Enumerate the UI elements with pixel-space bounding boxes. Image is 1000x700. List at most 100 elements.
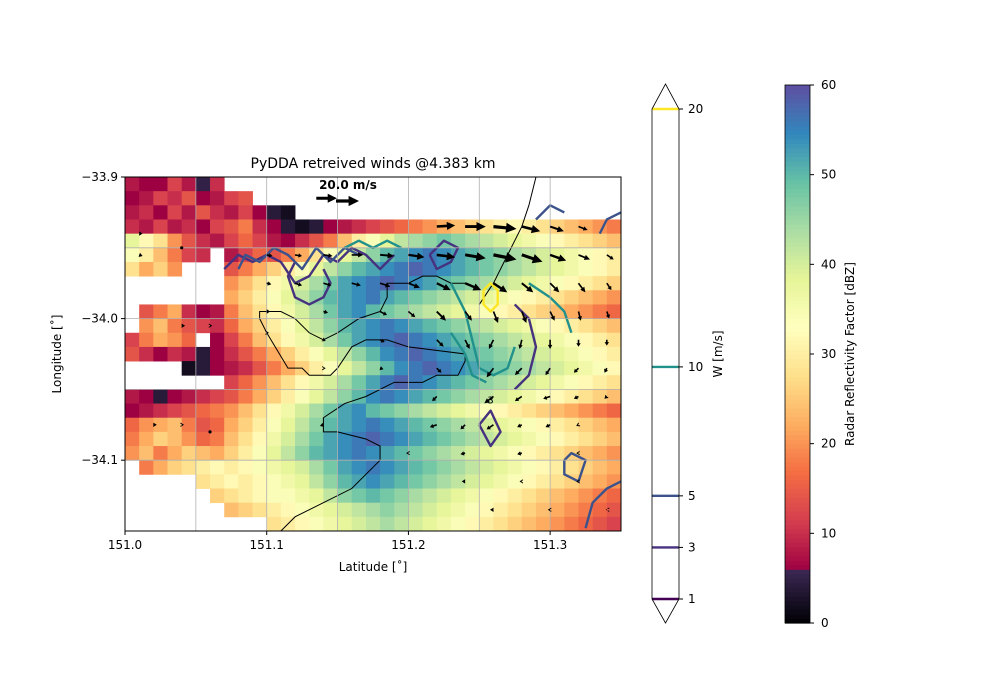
reflectivity-cell	[521, 474, 537, 489]
reflectivity-cell	[280, 389, 296, 404]
reflectivity-cell	[210, 403, 225, 419]
reflectivity-cell	[224, 488, 239, 504]
reflectivity-cell	[606, 403, 621, 419]
reflectivity-cell	[365, 247, 381, 263]
wind-arrow	[461, 479, 466, 484]
reflectivity-cell	[210, 460, 225, 475]
reflectivity-cell	[592, 502, 608, 518]
reflectivity-cell	[139, 247, 154, 263]
reflectivity-colorbar-band	[785, 259, 810, 265]
wind-arrow	[521, 225, 541, 234]
reflectivity-cell	[153, 446, 168, 461]
reflectivity-cell	[295, 290, 310, 305]
reflectivity-cell	[139, 389, 154, 404]
reflectivity-cell	[365, 276, 381, 291]
reflectivity-cell	[323, 346, 338, 362]
reflectivity-cell	[365, 346, 381, 362]
reflectivity-cell	[535, 304, 551, 319]
wind-arrow	[604, 339, 609, 346]
reflectivity-cell	[592, 233, 608, 249]
reflectivity-cell	[351, 276, 367, 291]
reflectivity-cell	[295, 375, 310, 390]
reflectivity-cell	[380, 516, 395, 531]
reflectivity-cell	[309, 460, 324, 475]
reflectivity-cell	[507, 318, 523, 334]
reflectivity-cell	[521, 389, 537, 404]
reflectivity-cell	[521, 488, 537, 504]
reflectivity-cell	[238, 361, 253, 376]
reflectivity-cell	[252, 276, 268, 291]
reflectivity-cell	[323, 431, 338, 447]
reflectivity-cell	[351, 332, 367, 348]
reflectivity-cell	[479, 403, 494, 419]
reflectivity-colorbar-band	[785, 232, 810, 239]
reflectivity-colorbar-band	[785, 165, 810, 171]
reflectivity-cell	[394, 346, 409, 362]
reflectivity-cell	[521, 516, 537, 531]
reflectivity-cell	[493, 488, 509, 504]
reflectivity-cell	[365, 488, 381, 504]
reflectivity-cell	[394, 261, 409, 277]
reflectivity-cell	[337, 375, 353, 390]
reflectivity-cell	[167, 318, 183, 334]
w-colorbar-tick-label: 10	[688, 360, 703, 374]
reflectivity-cell	[521, 290, 537, 305]
reflectivity-cell	[408, 290, 423, 305]
reflectivity-cell	[167, 460, 183, 475]
reflectivity-colorbar: 0 10 20 30 40 50 60	[784, 78, 836, 630]
reflectivity-cell	[295, 247, 310, 263]
reflectivity-cell	[394, 247, 409, 263]
reflectivity-cell	[408, 233, 423, 249]
reflectivity-cell	[252, 346, 268, 362]
reflectivity-cell	[309, 261, 324, 277]
reflectivity-colorbar-band	[785, 111, 810, 117]
reflectivity-cell	[323, 233, 338, 249]
reflectivity-cell	[507, 516, 523, 531]
reflectivity-cell	[195, 431, 211, 447]
reflectivity-colorbar-band	[785, 528, 810, 534]
reflectivity-cell	[309, 431, 324, 447]
reflectivity-cell	[224, 233, 239, 249]
reflectivity-cell	[280, 474, 296, 489]
reflectivity-colorbar-band	[785, 376, 810, 382]
reflectivity-colorbar-band	[785, 560, 810, 566]
reflectivity-cell	[564, 417, 579, 433]
reflectivity-cell	[507, 488, 523, 504]
reflectivity-cell	[535, 346, 551, 362]
reflectivity-cell	[266, 290, 282, 305]
reflectivity-cell	[238, 261, 253, 277]
reflectivity-colorbar-band	[785, 600, 810, 606]
reflectivity-cell	[266, 261, 282, 277]
reflectivity-colorbar-band	[785, 188, 810, 194]
reflectivity-cell	[394, 318, 409, 334]
reflectivity-colorbar-band	[785, 573, 810, 579]
reflectivity-cell	[422, 219, 438, 235]
reflectivity-cell	[309, 474, 324, 489]
reflectivity-cell	[252, 389, 268, 404]
reflectivity-cell	[266, 403, 282, 419]
wind-arrow	[577, 282, 586, 293]
reflectivity-cell	[479, 261, 494, 277]
reflectivity-colorbar-band	[785, 215, 810, 221]
reflectivity-cell	[139, 205, 154, 220]
reflectivity-cell	[592, 247, 608, 263]
reflectivity-cell	[408, 276, 423, 291]
reflectivity-cell	[337, 460, 353, 475]
reflectivity-cell	[507, 502, 523, 518]
reflectivity-cell	[153, 233, 168, 249]
reflectivity-cell	[224, 332, 239, 348]
wind-arrow	[521, 253, 543, 264]
wind-arrow	[486, 367, 495, 378]
reflectivity-colorbar-band	[785, 264, 810, 270]
reflectivity-cell	[181, 304, 197, 319]
reflectivity-colorbar-band	[785, 295, 810, 301]
reflectivity-cell	[280, 431, 296, 447]
reflectivity-cell	[309, 417, 324, 433]
reflectivity-colorbar-band	[785, 120, 810, 126]
reflectivity-colorbar-band	[785, 93, 810, 100]
wind-arrow	[549, 253, 567, 262]
w-colorbar-tick-label: 1	[688, 592, 696, 606]
reflectivity-cell	[394, 488, 409, 504]
reflectivity-cell	[436, 446, 452, 461]
reflectivity-cell	[578, 318, 594, 334]
